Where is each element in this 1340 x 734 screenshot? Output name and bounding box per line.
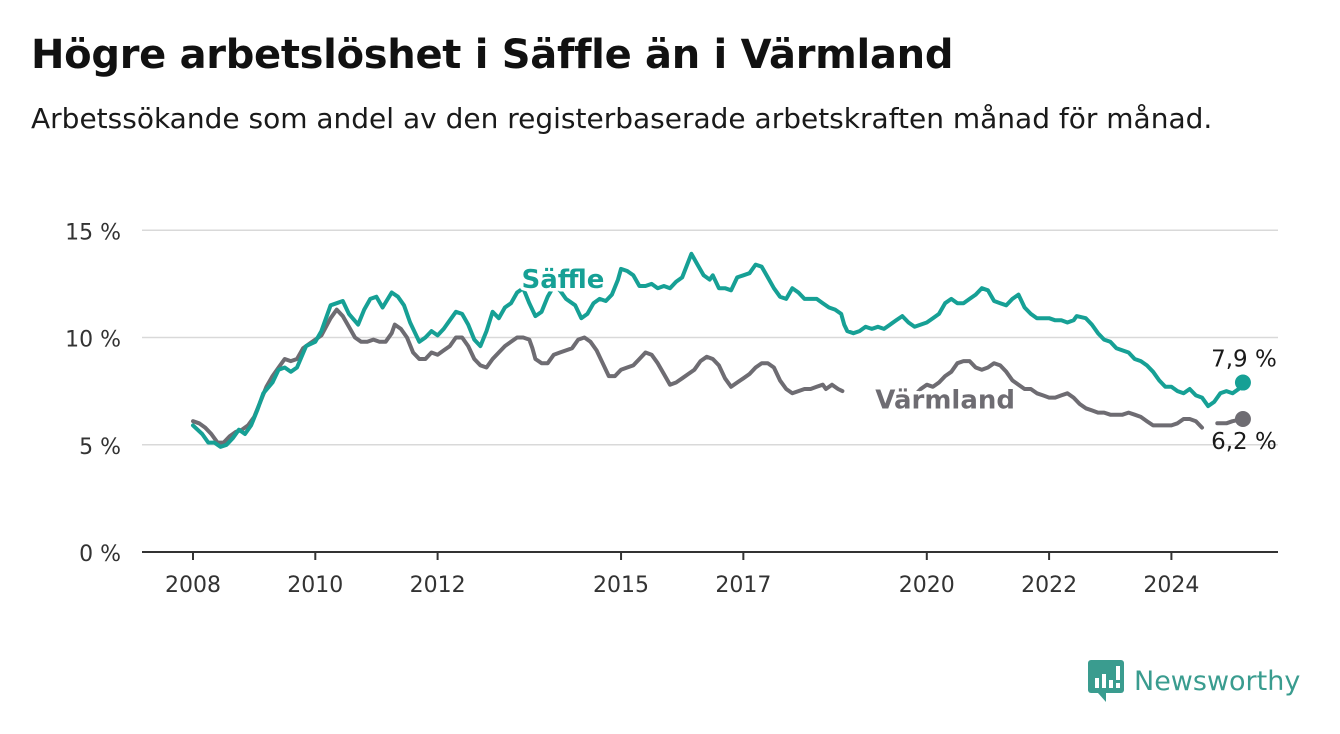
grid-lines <box>142 229 1278 446</box>
x-tick-label: 2015 <box>593 573 649 598</box>
x-tick-label: 2008 <box>165 573 221 598</box>
x-tick-label: 2012 <box>410 573 466 598</box>
end-point-varmland <box>1234 411 1251 428</box>
x-tick-label: 2017 <box>715 573 771 598</box>
end-point-saffle <box>1234 374 1251 391</box>
series-line-varmland <box>191 307 845 445</box>
series-label-saffle-halo: Säffle <box>521 265 604 295</box>
series-label-varmland: Värmland <box>875 385 1015 415</box>
series-line-saffle <box>191 251 1245 449</box>
chart-subtitle: Arbetssökande som andel av den registerb… <box>31 102 1213 135</box>
y-tick-label: 10 % <box>65 328 121 353</box>
end-value-label-saffle: 7,9 % <box>1211 347 1277 373</box>
x-tick-label: 2024 <box>1143 573 1199 598</box>
y-tick-label: 5 % <box>79 435 121 460</box>
y-tick-label: 15 % <box>65 220 121 245</box>
chart-title: Högre arbetslöshet i Säffle än i Värmlan… <box>31 32 954 78</box>
bar-chart-logo-icon <box>1088 660 1124 702</box>
end-value-label-varmland: 6,2 % <box>1211 429 1277 455</box>
x-tick-label: 2022 <box>1021 573 1077 598</box>
series-line-varmland <box>912 359 1204 430</box>
brand-name: Newsworthy <box>1134 665 1301 697</box>
x-tick-label: 2010 <box>287 573 343 598</box>
x-tick-label: 2020 <box>899 573 955 598</box>
series-lines <box>191 251 1251 449</box>
series-label-saffle: Säffle <box>521 265 604 295</box>
axes: 0 % 5 % 10 % 15 % 2008 2010 2012 2015 2017 2020 20… <box>65 220 1278 598</box>
y-tick-label: 0 % <box>79 542 121 567</box>
series-label-varmland-halo: Värmland <box>875 385 1015 415</box>
newsworthy-logo[interactable]: Newsworthy <box>1088 660 1300 702</box>
